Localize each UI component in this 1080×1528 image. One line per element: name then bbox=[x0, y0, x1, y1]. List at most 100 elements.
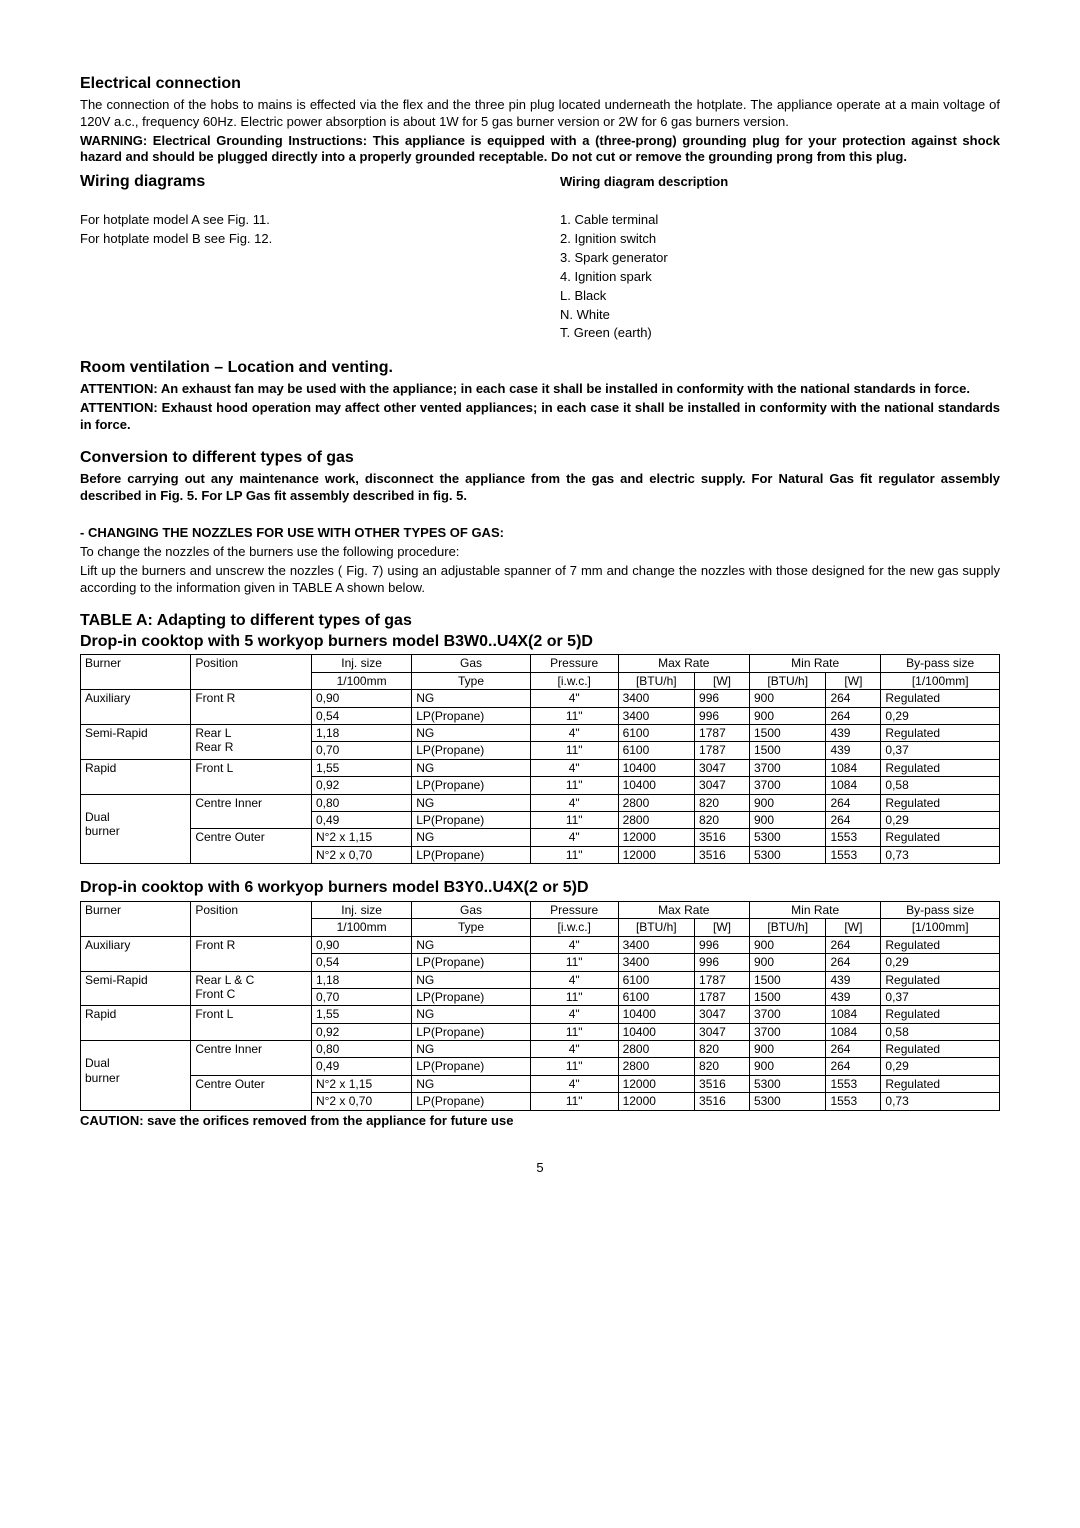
table-cell: 10400 bbox=[618, 1006, 694, 1023]
table-cell: 11" bbox=[530, 1058, 618, 1075]
table-5-burners: Burner Position Inj. size Gas Pressure M… bbox=[80, 654, 1000, 864]
table-cell: 820 bbox=[695, 811, 750, 828]
hdr-max: Max Rate bbox=[618, 901, 749, 918]
table-cell: Rapid bbox=[81, 1006, 191, 1041]
table-cell: 900 bbox=[749, 1041, 825, 1058]
hdr-type: Type bbox=[412, 919, 531, 936]
page-number: 5 bbox=[80, 1160, 1000, 1177]
table-cell: 900 bbox=[749, 936, 825, 953]
table-cell: 1500 bbox=[749, 742, 825, 759]
table-cell: 0,37 bbox=[881, 988, 1000, 1005]
hdr-position: Position bbox=[191, 655, 312, 690]
table-cell: Auxiliary bbox=[81, 936, 191, 971]
table-cell: 6100 bbox=[618, 725, 694, 742]
conversion-sub: - CHANGING THE NOZZLES FOR USE WITH OTHE… bbox=[80, 525, 1000, 542]
table-cell: 1084 bbox=[826, 1006, 881, 1023]
table-cell: Regulated bbox=[881, 794, 1000, 811]
table-cell: 1,55 bbox=[311, 759, 411, 776]
hdr-pressure: Pressure bbox=[530, 655, 618, 672]
tablea-sub5: Drop-in cooktop with 5 workyop burners m… bbox=[80, 632, 1000, 653]
table-cell: 439 bbox=[826, 725, 881, 742]
table-cell: 0,54 bbox=[311, 707, 411, 724]
table-cell: N°2 x 1,15 bbox=[311, 829, 411, 846]
table-cell: Regulated bbox=[881, 1041, 1000, 1058]
table-cell: NG bbox=[412, 1006, 531, 1023]
table-cell: 264 bbox=[826, 936, 881, 953]
table-cell: 11" bbox=[530, 777, 618, 794]
hdr-w2: [W] bbox=[826, 672, 881, 689]
table-cell: LP(Propane) bbox=[412, 811, 531, 828]
table-cell: NG bbox=[412, 971, 531, 988]
table-6-burners: Burner Position Inj. size Gas Pressure M… bbox=[80, 901, 1000, 1111]
wiring-d2: 2. Ignition switch bbox=[560, 231, 1000, 248]
table-cell: 900 bbox=[749, 811, 825, 828]
table-cell: 1,55 bbox=[311, 1006, 411, 1023]
table-cell: 11" bbox=[530, 707, 618, 724]
table-cell: 0,70 bbox=[311, 988, 411, 1005]
table-cell: 439 bbox=[826, 971, 881, 988]
table-cell: 11" bbox=[530, 846, 618, 863]
table-cell: NG bbox=[412, 794, 531, 811]
table-cell: Rear LRear R bbox=[191, 725, 312, 760]
hdr-mm2: [1/100mm] bbox=[881, 919, 1000, 936]
table-cell: Centre Inner bbox=[191, 794, 312, 829]
table-cell: 3700 bbox=[749, 1006, 825, 1023]
table-cell: 0,73 bbox=[881, 1093, 1000, 1110]
table-cell: Rapid bbox=[81, 759, 191, 794]
table-cell: LP(Propane) bbox=[412, 1093, 531, 1110]
hdr-w2: [W] bbox=[826, 919, 881, 936]
table-cell: 0,58 bbox=[881, 777, 1000, 794]
table-cell: 10400 bbox=[618, 1023, 694, 1040]
table-cell: 3047 bbox=[695, 1023, 750, 1040]
table-cell: 1084 bbox=[826, 1023, 881, 1040]
table-cell: 1500 bbox=[749, 988, 825, 1005]
table-cell: 1553 bbox=[826, 829, 881, 846]
table-cell: 2800 bbox=[618, 811, 694, 828]
room-heading: Room ventilation – Location and venting. bbox=[80, 358, 1000, 379]
table-cell: NG bbox=[412, 829, 531, 846]
table-cell: 0,92 bbox=[311, 777, 411, 794]
table-cell: 4" bbox=[530, 759, 618, 776]
table-cell: 264 bbox=[826, 690, 881, 707]
table-cell: 900 bbox=[749, 954, 825, 971]
table-cell: 12000 bbox=[618, 829, 694, 846]
table-cell: 6100 bbox=[618, 742, 694, 759]
table-cell: 3516 bbox=[695, 846, 750, 863]
table-cell: 3400 bbox=[618, 954, 694, 971]
table-cell: Regulated bbox=[881, 725, 1000, 742]
table-cell: Centre Inner bbox=[191, 1041, 312, 1076]
hdr-max: Max Rate bbox=[618, 655, 749, 672]
table-cell: Dualburner bbox=[81, 1041, 191, 1111]
table-cell: Front R bbox=[191, 690, 312, 725]
hdr-iwc: [i.w.c.] bbox=[530, 919, 618, 936]
table-cell: 12000 bbox=[618, 1093, 694, 1110]
table-cell: Auxiliary bbox=[81, 690, 191, 725]
table-cell: LP(Propane) bbox=[412, 1058, 531, 1075]
hdr-inj: Inj. size bbox=[311, 901, 411, 918]
caution: CAUTION: save the orifices removed from … bbox=[80, 1113, 1000, 1130]
table-cell: 4" bbox=[530, 794, 618, 811]
table-cell: LP(Propane) bbox=[412, 707, 531, 724]
table-cell: 11" bbox=[530, 1093, 618, 1110]
table-cell: NG bbox=[412, 1075, 531, 1092]
table-cell: 0,58 bbox=[881, 1023, 1000, 1040]
hdr-btu2: [BTU/h] bbox=[749, 672, 825, 689]
table-cell: 439 bbox=[826, 988, 881, 1005]
table-cell: Regulated bbox=[881, 1075, 1000, 1092]
table-cell: 820 bbox=[695, 794, 750, 811]
table-cell: 1787 bbox=[695, 725, 750, 742]
table-cell: 11" bbox=[530, 1023, 618, 1040]
table-cell: NG bbox=[412, 690, 531, 707]
table-cell: 1500 bbox=[749, 725, 825, 742]
table-cell: 0,73 bbox=[881, 846, 1000, 863]
table-cell: 11" bbox=[530, 742, 618, 759]
table-cell: 12000 bbox=[618, 846, 694, 863]
conversion-p3: Lift up the burners and unscrew the nozz… bbox=[80, 563, 1000, 597]
table-cell: 3047 bbox=[695, 777, 750, 794]
table-cell: 4" bbox=[530, 936, 618, 953]
hdr-w: [W] bbox=[695, 919, 750, 936]
hdr-gas: Gas bbox=[412, 901, 531, 918]
wiring-d4: 4. Ignition spark bbox=[560, 269, 1000, 286]
table-cell: 3516 bbox=[695, 1093, 750, 1110]
hdr-mm: 1/100mm bbox=[311, 919, 411, 936]
